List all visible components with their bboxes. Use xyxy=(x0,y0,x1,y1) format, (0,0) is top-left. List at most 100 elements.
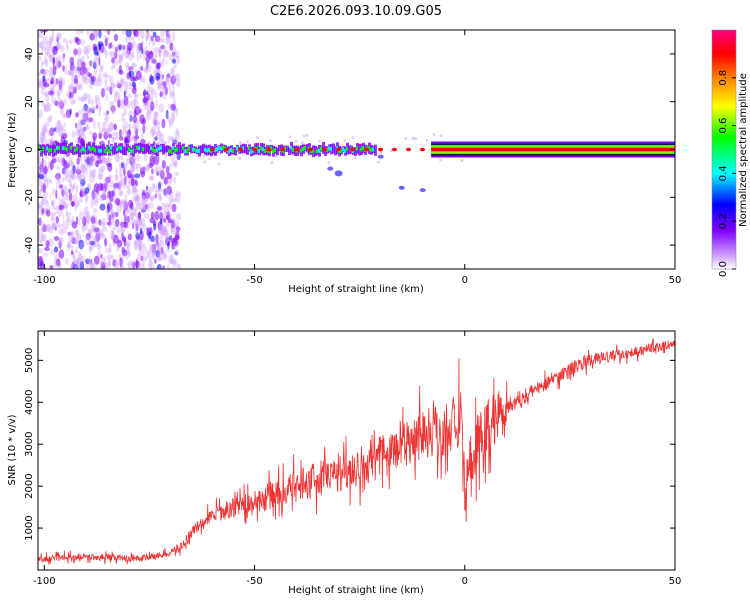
ridge-peak xyxy=(279,147,285,152)
noise-cell xyxy=(168,83,171,94)
noise-cell xyxy=(173,53,178,59)
noise-cell xyxy=(41,234,46,242)
ridge-cell-inner xyxy=(76,146,79,151)
noise-cell xyxy=(128,123,132,130)
ridge-cell-outer xyxy=(144,144,147,154)
noise-cell xyxy=(104,30,109,33)
noise-cell xyxy=(84,156,90,163)
noise-cell xyxy=(170,67,174,75)
noise-cell xyxy=(158,46,161,56)
noise-cell xyxy=(80,164,86,174)
noise-cell xyxy=(157,127,161,133)
noise-cell xyxy=(154,111,159,121)
ridge-cell-outer xyxy=(112,146,115,155)
noise-cell xyxy=(173,239,179,246)
noise-cell xyxy=(43,104,47,113)
noise-cell xyxy=(165,51,169,58)
noise-cell xyxy=(123,214,129,221)
ridge-cell-outer xyxy=(78,145,81,158)
noise-cell xyxy=(115,44,120,50)
noise-cell xyxy=(144,46,148,50)
noise-cell xyxy=(161,38,165,43)
noise-cell xyxy=(89,240,95,246)
noise-cell xyxy=(52,45,58,56)
noise-cell xyxy=(118,181,122,189)
noise-cell xyxy=(125,104,130,109)
ridge-cell-outer xyxy=(148,146,151,155)
noise-cell xyxy=(114,211,119,217)
noise-cell xyxy=(38,233,43,243)
noise-cell xyxy=(38,188,42,197)
noise-cell xyxy=(50,249,56,256)
noise-cell xyxy=(53,127,57,132)
noise-cell xyxy=(126,248,130,257)
ridge-cell-inner xyxy=(290,145,293,150)
noise-cell xyxy=(134,138,138,144)
noise-cell xyxy=(83,103,88,112)
noise-cell xyxy=(92,43,97,51)
noise-cell xyxy=(52,188,56,197)
noise-cell xyxy=(140,206,146,214)
noise-cell xyxy=(118,54,123,64)
noise-cell xyxy=(70,250,74,256)
noise-cell xyxy=(61,133,68,140)
noise-cell xyxy=(111,106,117,114)
noise-cell xyxy=(74,261,79,269)
noise-cell xyxy=(126,188,132,195)
noise-cell xyxy=(174,159,178,169)
noise-cell xyxy=(159,265,164,269)
noise-cell xyxy=(68,84,74,94)
noise-cell xyxy=(84,187,90,194)
noise-cell xyxy=(97,73,102,82)
noise-cell xyxy=(165,210,168,218)
noise-cell xyxy=(145,246,148,254)
noise-cell xyxy=(67,217,71,223)
noise-cell xyxy=(139,227,143,235)
noise-cell xyxy=(110,232,115,241)
noise-cell xyxy=(83,106,88,111)
noise-cell xyxy=(85,196,88,206)
noise-cell xyxy=(156,254,162,262)
noise-cell xyxy=(39,160,43,167)
noise-cell xyxy=(55,78,59,85)
noise-cell xyxy=(165,109,169,120)
noise-cell xyxy=(150,89,156,96)
noise-cell xyxy=(148,195,155,201)
noise-cell xyxy=(81,96,85,103)
noise-cell xyxy=(41,156,44,167)
ridge-cell-inner xyxy=(174,148,177,153)
ridge-cell-inner xyxy=(196,148,199,153)
noise-cell xyxy=(126,207,131,214)
noise-cell xyxy=(74,202,77,213)
noise-cell xyxy=(134,134,139,144)
noise-cell xyxy=(92,132,98,140)
ridge-cell-outer xyxy=(166,145,169,153)
ridge-cell-inner xyxy=(216,147,219,152)
noise-cell xyxy=(52,205,56,210)
noise-cell xyxy=(167,241,170,250)
noise-cell xyxy=(112,108,115,115)
noise-cell xyxy=(135,128,139,138)
noise-cell xyxy=(160,75,165,81)
noise-cell xyxy=(151,58,157,64)
noise-cell xyxy=(169,201,173,210)
ridge-cell-inner xyxy=(220,146,223,151)
noise-cell xyxy=(128,123,131,130)
noise-cell xyxy=(64,204,67,210)
snr-y-axis-label: SNR (10 * v/v) xyxy=(7,414,18,485)
noise-cell xyxy=(67,236,74,244)
noise-cell xyxy=(151,243,157,254)
noise-cell xyxy=(169,135,173,141)
noise-cell xyxy=(134,173,141,179)
snr-series-line xyxy=(38,338,675,565)
snr-marks xyxy=(38,338,675,565)
noise-cell xyxy=(177,263,181,269)
noise-cell xyxy=(83,162,89,170)
snr-ticks: -100 -50 0 50 1000 2000 3000 4000 5000 xyxy=(24,331,681,587)
noise-cell xyxy=(159,212,164,221)
noise-cell xyxy=(141,75,146,83)
noise-cell xyxy=(149,86,154,94)
ridge-peak xyxy=(237,147,243,152)
noise-cell xyxy=(57,208,64,217)
noise-cell xyxy=(59,99,62,108)
